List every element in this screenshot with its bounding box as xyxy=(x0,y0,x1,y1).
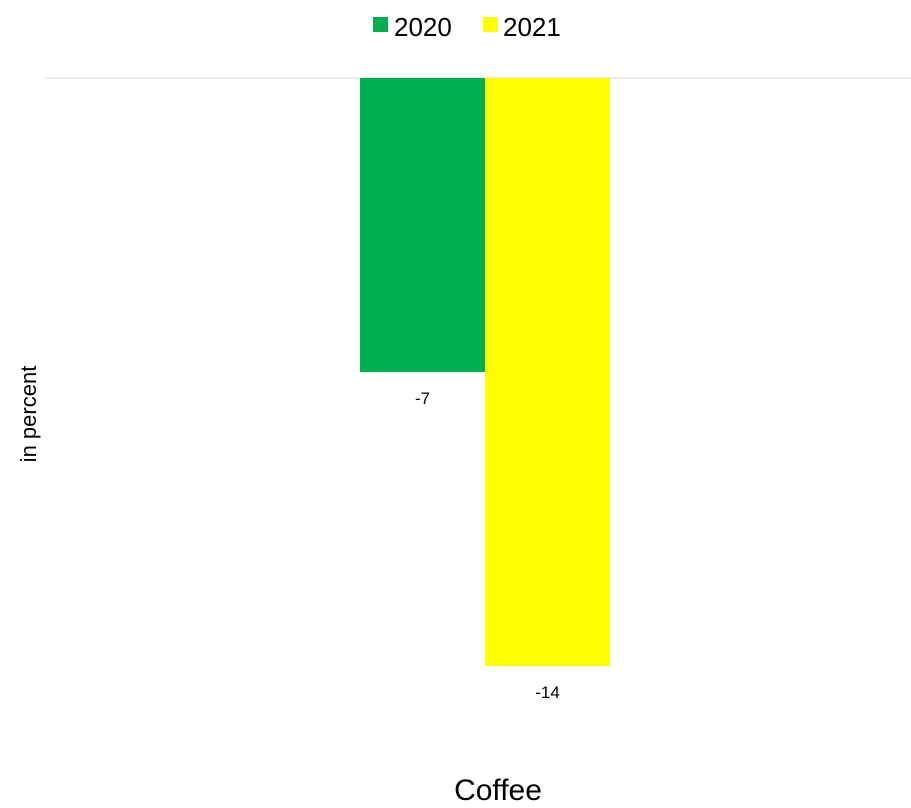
y-axis-title: in percent xyxy=(16,366,41,463)
legend: 2020 2021 xyxy=(373,12,561,42)
legend-label-2021: 2021 xyxy=(503,12,561,42)
legend-swatch-2020 xyxy=(373,17,388,32)
category-label: Coffee xyxy=(454,774,542,807)
bars xyxy=(360,78,610,666)
legend-label-2020: 2020 xyxy=(394,12,452,42)
bar-2021 xyxy=(485,78,610,666)
bar-2020 xyxy=(360,78,485,372)
data-label-2021: -14 xyxy=(535,683,560,702)
data-label-2020: -7 xyxy=(415,389,430,408)
legend-swatch-2021 xyxy=(483,17,498,32)
